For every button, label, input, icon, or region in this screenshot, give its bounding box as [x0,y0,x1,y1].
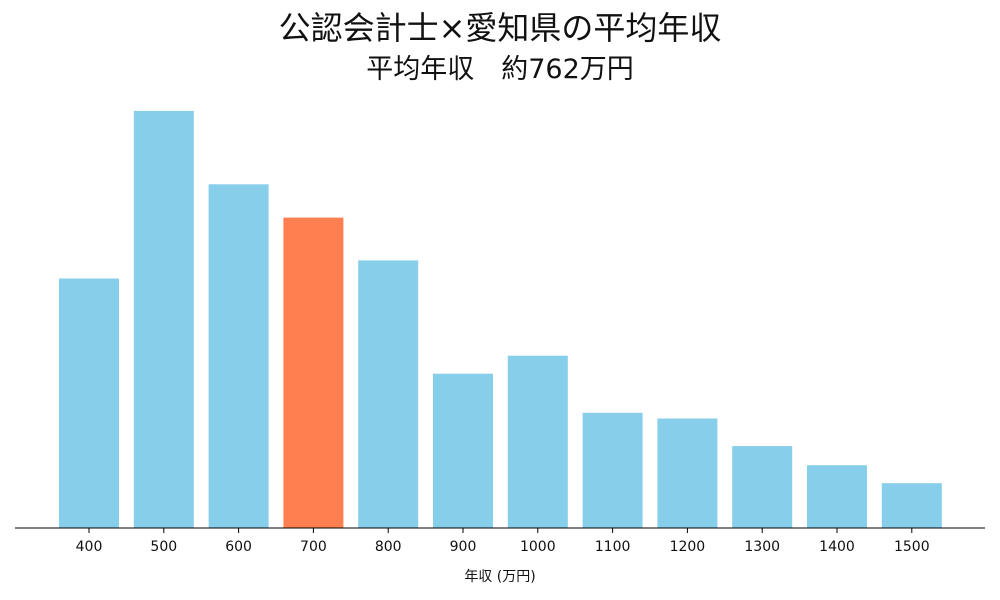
x-axis-label: 年収 (万円) [464,569,535,585]
x-tick-label-1100: 1100 [595,539,631,555]
bar-1500 [881,483,942,528]
bar-800 [358,260,419,528]
x-tick-label-500: 500 [150,539,177,555]
bar-1400 [807,465,867,528]
x-tick-label-600: 600 [225,539,252,555]
bar-900 [433,373,493,528]
bar-500 [133,110,194,529]
x-tick-label-900: 900 [450,539,477,555]
bar-1200 [657,418,718,528]
x-tick-label-700: 700 [300,539,327,555]
x-tick-label-400: 400 [76,539,103,555]
bar-700 [283,217,344,528]
bar-1300 [732,446,793,528]
x-tick-label-1400: 1400 [819,539,855,555]
x-tick-labels-group: 400 500 600 700 800 900 1000 1100 1200 1300 1400 15… [76,539,930,555]
bar-1000 [507,355,568,528]
x-tick-label-800: 800 [375,539,402,555]
x-tick-label-1000: 1000 [520,539,556,555]
bars-group [59,110,942,529]
chart-title: 公認会計士×愛知県の平均年収 [278,9,722,47]
chart-subtitle: 平均年収 約762万円 [366,54,634,85]
x-tick-label-1300: 1300 [744,539,780,555]
x-tick-label-1200: 1200 [670,539,706,555]
bar-1100 [582,412,643,528]
bar-600 [208,184,269,529]
x-tick-label-1500: 1500 [894,539,930,555]
x-ticks-group [88,528,913,533]
bar-400 [59,278,119,528]
